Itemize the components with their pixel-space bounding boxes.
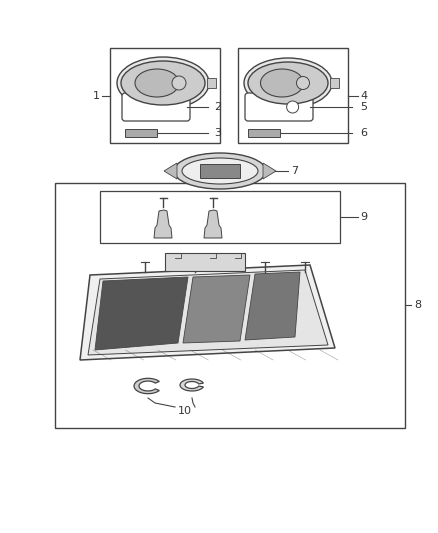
Bar <box>200 164 240 178</box>
Text: 4: 4 <box>360 91 367 101</box>
Text: 6: 6 <box>360 128 367 138</box>
Text: 1: 1 <box>92 91 99 101</box>
Ellipse shape <box>248 62 328 104</box>
Polygon shape <box>245 272 300 340</box>
Bar <box>207 78 216 88</box>
Polygon shape <box>134 378 159 394</box>
Ellipse shape <box>244 58 332 108</box>
Text: 7: 7 <box>291 166 299 176</box>
Polygon shape <box>154 210 172 238</box>
Polygon shape <box>95 277 188 350</box>
Bar <box>165 253 245 271</box>
Polygon shape <box>164 163 177 179</box>
Bar <box>248 129 280 137</box>
Bar <box>330 78 339 88</box>
Polygon shape <box>204 210 222 238</box>
Bar <box>55 183 405 428</box>
FancyBboxPatch shape <box>122 93 190 121</box>
Ellipse shape <box>117 57 209 109</box>
Text: 10: 10 <box>178 406 192 416</box>
Bar <box>238 48 348 143</box>
Ellipse shape <box>261 69 304 97</box>
Polygon shape <box>88 270 328 355</box>
Bar <box>125 129 157 137</box>
Ellipse shape <box>174 153 266 189</box>
Text: 8: 8 <box>414 300 421 310</box>
Text: 2: 2 <box>215 102 222 112</box>
Polygon shape <box>180 379 203 391</box>
Polygon shape <box>80 265 335 360</box>
Text: 5: 5 <box>360 102 367 112</box>
Text: 3: 3 <box>215 128 222 138</box>
Bar <box>100 191 340 243</box>
Bar <box>110 48 220 143</box>
Ellipse shape <box>297 77 310 90</box>
Ellipse shape <box>182 158 258 184</box>
FancyBboxPatch shape <box>245 93 313 121</box>
Polygon shape <box>183 275 250 343</box>
Text: 9: 9 <box>360 212 367 222</box>
Ellipse shape <box>135 69 179 97</box>
Polygon shape <box>263 163 276 179</box>
Ellipse shape <box>172 76 186 90</box>
Ellipse shape <box>121 61 205 105</box>
Circle shape <box>286 101 299 113</box>
